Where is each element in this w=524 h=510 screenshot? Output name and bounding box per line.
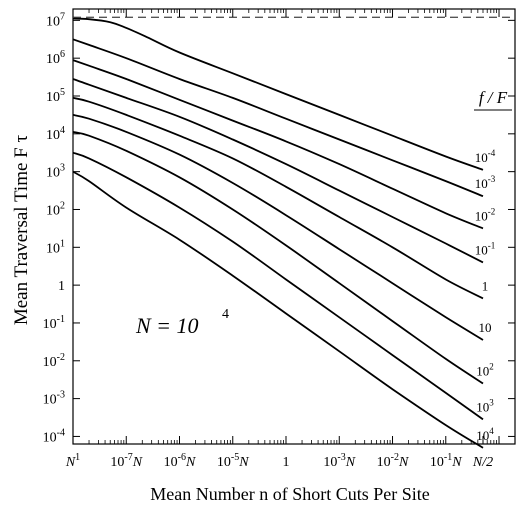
y-tick-label: 102 <box>46 200 65 218</box>
y-tick-label: 103 <box>46 163 65 181</box>
x-axis-label: Mean Number n of Short Cuts Per Site <box>150 484 429 504</box>
y-tick-label: 10-2 <box>43 352 65 370</box>
x-tick-label: 1 <box>283 455 290 470</box>
series-line-0 <box>72 17 484 171</box>
legend-title: f / F <box>479 88 508 107</box>
legend: 10-4 10-3 10-2 10-1 1 10 102 103 104 f / F <box>474 88 512 443</box>
series-label-0: 10-4 <box>475 148 496 165</box>
series-line-8 <box>72 170 484 449</box>
y-tick-label: 106 <box>46 49 65 67</box>
y-tick-label: 10-4 <box>43 427 65 445</box>
axis-ticks <box>72 9 515 444</box>
y-tick-label: 107 <box>46 11 65 29</box>
y-tick-label: 1 <box>58 279 65 294</box>
series-label-8: 104 <box>476 426 494 443</box>
plot-area <box>72 8 516 445</box>
y-axis-label: Mean Traversal Time F τ <box>11 135 32 326</box>
series-line-2 <box>72 59 484 230</box>
series-line-1 <box>72 38 484 198</box>
series-label-1: 10-3 <box>475 174 496 191</box>
x-tick-labels: N1 10-7N 10-6N 10-5N 1 10-3N 10-2N 10-1N N/2 <box>65 452 493 470</box>
series-line-6 <box>72 131 484 385</box>
n-annotation: N = 10 4 <box>135 307 229 338</box>
x-tick-label: 10-5N <box>217 452 249 470</box>
x-tick-label: 10-6N <box>164 452 196 470</box>
y-tick-labels: 107 106 105 104 103 102 101 1 10-1 10-2 10-3 10-4 <box>43 11 65 445</box>
x-tick-label: 10-1N <box>430 452 462 470</box>
x-tick-label: 10-2N <box>377 452 409 470</box>
y-tick-label: 10-1 <box>43 314 65 332</box>
series-label-7: 103 <box>476 397 494 414</box>
svg-text:N = 10: N = 10 <box>135 313 199 338</box>
n-annotation-exponent: 4 <box>222 307 229 322</box>
series-label-3: 10-1 <box>475 240 496 257</box>
y-tick-label: 105 <box>46 87 65 105</box>
x-tick-label: 10-3N <box>323 452 355 470</box>
y-tick-label: 101 <box>46 238 65 256</box>
series-label-6: 102 <box>476 361 494 378</box>
y-tick-label: 104 <box>46 125 65 143</box>
series-line-4 <box>72 97 484 300</box>
y-tick-label: 10-3 <box>43 390 65 408</box>
series-label-4: 1 <box>482 278 489 293</box>
x-tick-label: 10-7N <box>110 452 142 470</box>
x-tick-label: N/2 <box>472 455 493 470</box>
series-line-7 <box>72 151 484 421</box>
series-label-2: 10-2 <box>475 206 496 223</box>
series-line-3 <box>72 78 484 264</box>
series-line-5 <box>72 114 484 341</box>
n-annotation-base: N = 10 <box>135 313 199 338</box>
plot-border <box>72 8 516 445</box>
series-lines <box>72 17 484 449</box>
series-label-5: 10 <box>479 320 492 335</box>
x-tick-label: N1 <box>65 452 80 470</box>
